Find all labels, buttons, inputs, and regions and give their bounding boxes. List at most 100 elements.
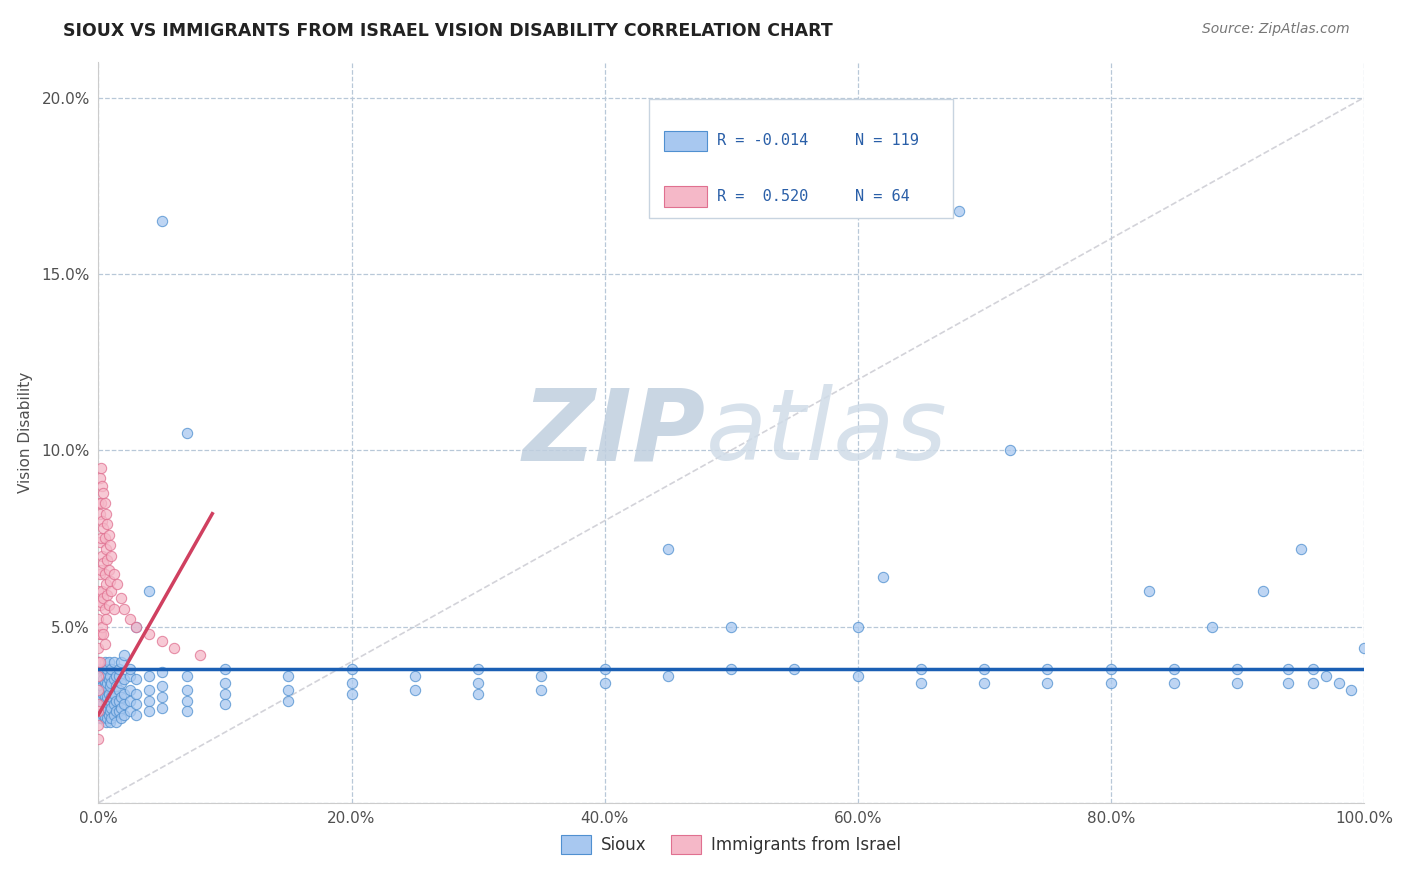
Point bbox=[97, 655, 120, 669]
Point bbox=[1201, 619, 1223, 633]
Point bbox=[125, 707, 148, 722]
Point bbox=[87, 584, 110, 599]
Text: SIOUX VS IMMIGRANTS FROM ISRAEL VISION DISABILITY CORRELATION CHART: SIOUX VS IMMIGRANTS FROM ISRAEL VISION D… bbox=[63, 22, 832, 40]
Point bbox=[93, 556, 115, 570]
Point bbox=[530, 669, 553, 683]
Point bbox=[97, 707, 120, 722]
Point bbox=[910, 662, 932, 676]
Point bbox=[89, 655, 111, 669]
Text: N = 119: N = 119 bbox=[855, 134, 920, 148]
Point bbox=[93, 532, 117, 546]
Point bbox=[87, 683, 110, 698]
Point bbox=[97, 528, 120, 542]
Point bbox=[105, 680, 128, 694]
Point bbox=[96, 700, 118, 714]
Point bbox=[720, 662, 742, 676]
Point bbox=[1302, 676, 1324, 690]
Point bbox=[91, 700, 114, 714]
Point bbox=[783, 203, 806, 218]
Point bbox=[98, 574, 121, 588]
Point bbox=[97, 563, 120, 577]
Point bbox=[103, 602, 125, 616]
Point bbox=[107, 704, 129, 718]
Point bbox=[100, 690, 122, 704]
Point bbox=[107, 669, 129, 683]
Point bbox=[150, 690, 173, 704]
Point bbox=[100, 711, 122, 725]
Point bbox=[657, 669, 679, 683]
Point bbox=[100, 549, 122, 563]
Point bbox=[530, 683, 553, 698]
Point bbox=[94, 612, 117, 626]
Point bbox=[120, 669, 141, 683]
Point bbox=[103, 566, 125, 581]
Point bbox=[87, 718, 110, 732]
Point bbox=[110, 655, 132, 669]
Text: ZIP: ZIP bbox=[523, 384, 706, 481]
Point bbox=[93, 711, 117, 725]
Point bbox=[91, 690, 114, 704]
Point bbox=[340, 676, 363, 690]
Point bbox=[87, 697, 110, 711]
Point bbox=[125, 619, 148, 633]
Point bbox=[93, 676, 117, 690]
Point bbox=[103, 707, 125, 722]
Point bbox=[138, 626, 160, 640]
Point bbox=[150, 214, 173, 228]
Point bbox=[112, 686, 135, 700]
Point bbox=[93, 662, 115, 676]
Point bbox=[103, 686, 125, 700]
Point bbox=[87, 669, 110, 683]
Point bbox=[125, 697, 148, 711]
Point bbox=[110, 676, 132, 690]
Point bbox=[91, 711, 114, 725]
Point bbox=[214, 662, 236, 676]
Point bbox=[100, 676, 122, 690]
Point bbox=[110, 690, 132, 704]
Point bbox=[467, 676, 489, 690]
Point bbox=[948, 203, 970, 218]
Point bbox=[112, 697, 135, 711]
Point bbox=[90, 662, 112, 676]
Point bbox=[112, 648, 135, 662]
Point bbox=[93, 673, 115, 687]
Point bbox=[120, 612, 141, 626]
Point bbox=[214, 676, 236, 690]
Point bbox=[98, 693, 121, 707]
Point bbox=[1289, 541, 1312, 556]
Y-axis label: Vision Disability: Vision Disability bbox=[18, 372, 34, 493]
Point bbox=[90, 686, 112, 700]
Point bbox=[89, 471, 111, 485]
Point bbox=[100, 584, 122, 599]
Point bbox=[90, 532, 112, 546]
Point bbox=[125, 686, 148, 700]
Point bbox=[1099, 662, 1122, 676]
Point bbox=[125, 619, 148, 633]
Point bbox=[93, 686, 115, 700]
Point bbox=[87, 655, 110, 669]
Point bbox=[214, 697, 236, 711]
Point bbox=[93, 690, 117, 704]
Point bbox=[1226, 662, 1249, 676]
Point bbox=[176, 693, 198, 707]
Point bbox=[94, 714, 117, 729]
Point bbox=[87, 697, 110, 711]
Point bbox=[176, 704, 198, 718]
Point bbox=[1315, 669, 1337, 683]
Point bbox=[657, 541, 679, 556]
Point bbox=[87, 496, 110, 510]
Text: atlas: atlas bbox=[706, 384, 948, 481]
Point bbox=[1137, 584, 1160, 599]
Point bbox=[94, 577, 117, 591]
Point bbox=[87, 612, 110, 626]
Point bbox=[910, 676, 932, 690]
Point bbox=[89, 676, 111, 690]
Point bbox=[1036, 676, 1059, 690]
Point bbox=[97, 697, 120, 711]
Point bbox=[1302, 662, 1324, 676]
Point bbox=[1163, 676, 1185, 690]
Point bbox=[340, 686, 363, 700]
Point bbox=[110, 700, 132, 714]
Point bbox=[98, 680, 121, 694]
Point bbox=[973, 662, 995, 676]
